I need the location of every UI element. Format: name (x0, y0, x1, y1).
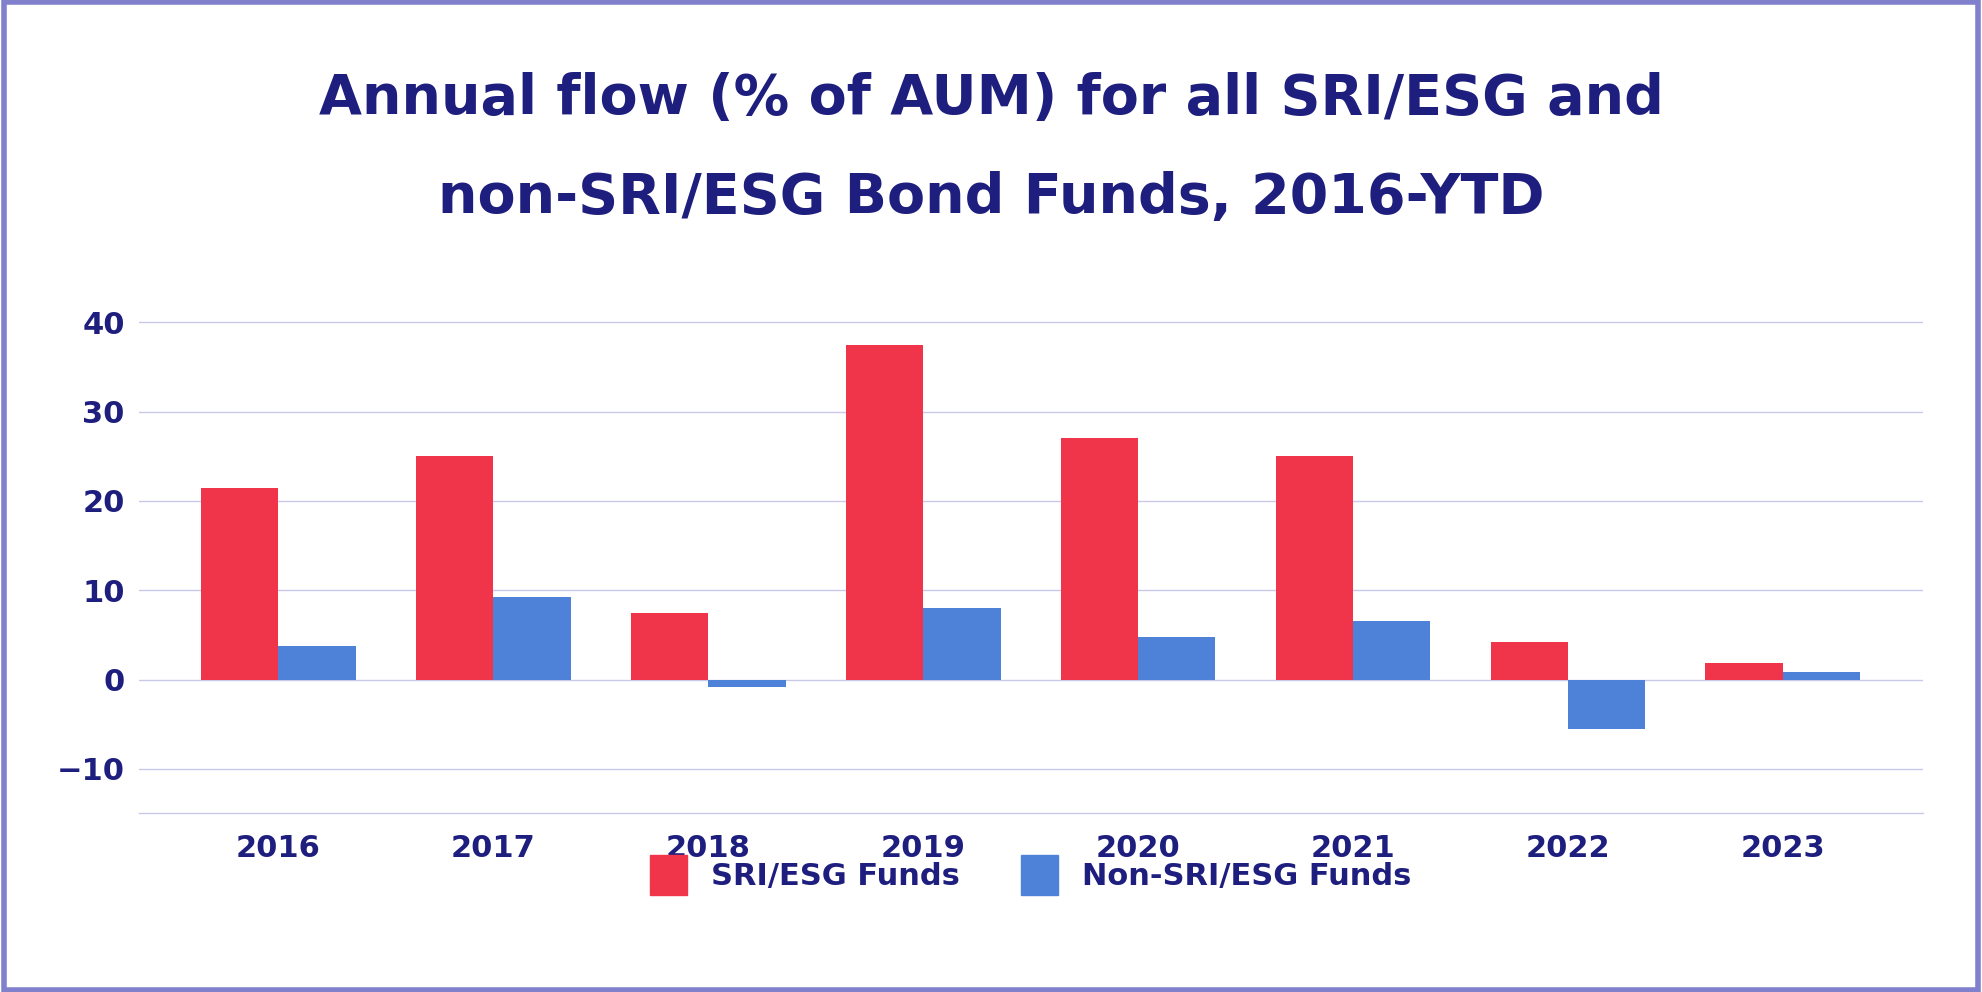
Bar (630, 613, 708, 680)
Bar (1354, 621, 1431, 680)
Legend: SRI/ESG Funds, Non-SRI/ESG Funds: SRI/ESG Funds, Non-SRI/ESG Funds (650, 855, 1411, 895)
Bar (1784, 673, 1861, 680)
Bar (277, 646, 357, 680)
Bar (1568, 680, 1645, 728)
Bar (416, 456, 494, 680)
Text: non-SRI/ESG Bond Funds, 2016-YTD: non-SRI/ESG Bond Funds, 2016-YTD (438, 172, 1544, 225)
Text: Annual flow (% of AUM) for all SRI/ESG and: Annual flow (% of AUM) for all SRI/ESG a… (319, 72, 1663, 126)
Bar (494, 597, 571, 680)
Bar (1060, 438, 1138, 680)
Bar (846, 345, 924, 680)
Bar (1490, 642, 1568, 680)
Bar (1705, 664, 1784, 680)
Bar (924, 608, 1001, 680)
Bar (1138, 637, 1215, 680)
Bar (708, 680, 785, 686)
Bar (1276, 456, 1354, 680)
Bar (200, 488, 277, 680)
